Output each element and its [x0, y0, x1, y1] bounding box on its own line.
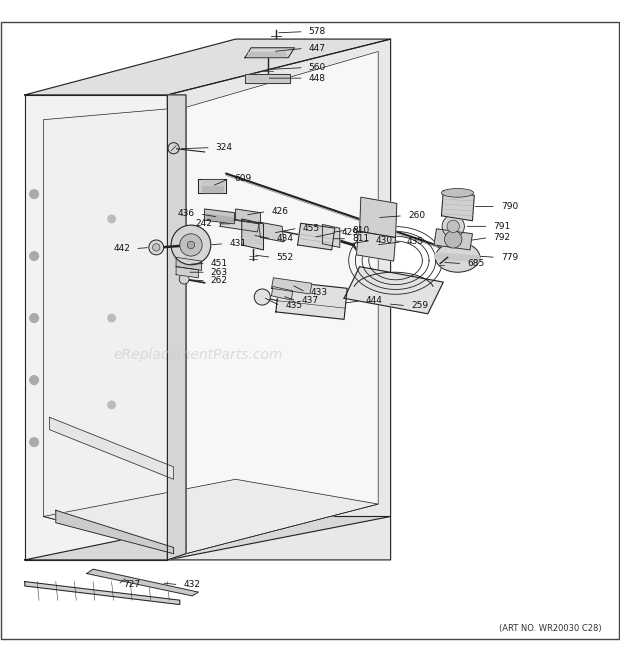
Polygon shape: [344, 266, 443, 314]
Polygon shape: [356, 231, 396, 261]
Polygon shape: [205, 209, 234, 224]
Polygon shape: [87, 569, 198, 596]
Polygon shape: [360, 197, 397, 237]
Text: 560: 560: [309, 63, 326, 72]
Circle shape: [153, 244, 160, 251]
Text: 444: 444: [366, 296, 383, 305]
Text: 451: 451: [211, 259, 228, 268]
Circle shape: [108, 315, 115, 322]
Polygon shape: [434, 229, 472, 250]
Circle shape: [447, 220, 459, 233]
Text: 552: 552: [277, 253, 294, 262]
Text: 432: 432: [184, 580, 200, 589]
Text: 779: 779: [501, 253, 518, 262]
Polygon shape: [50, 417, 174, 479]
Polygon shape: [167, 39, 391, 560]
Polygon shape: [176, 266, 198, 278]
Polygon shape: [167, 95, 186, 560]
Polygon shape: [245, 48, 294, 58]
Polygon shape: [272, 286, 293, 300]
Text: 455: 455: [303, 223, 320, 233]
Polygon shape: [276, 281, 347, 319]
Text: 790: 790: [501, 202, 518, 211]
Polygon shape: [25, 582, 180, 605]
Text: 436: 436: [177, 210, 195, 218]
Text: 242: 242: [195, 219, 212, 228]
Text: 810: 810: [352, 225, 370, 235]
Text: 609: 609: [234, 174, 252, 183]
Text: 435: 435: [407, 237, 424, 247]
Text: 685: 685: [467, 259, 485, 268]
Circle shape: [180, 234, 202, 256]
Text: eReplacementParts.com: eReplacementParts.com: [113, 348, 283, 362]
Polygon shape: [25, 516, 391, 560]
Text: 431: 431: [229, 239, 247, 248]
Circle shape: [108, 401, 115, 408]
Circle shape: [30, 190, 38, 198]
Text: 792: 792: [494, 233, 511, 242]
Polygon shape: [441, 190, 474, 221]
Circle shape: [30, 252, 38, 260]
Polygon shape: [25, 95, 167, 560]
Text: 811: 811: [352, 234, 370, 243]
Ellipse shape: [435, 243, 480, 272]
Polygon shape: [202, 186, 223, 192]
Text: 437: 437: [301, 296, 319, 305]
Text: 260: 260: [408, 212, 425, 220]
Text: 442: 442: [113, 244, 130, 253]
Text: 263: 263: [211, 268, 228, 277]
Polygon shape: [272, 278, 312, 294]
Polygon shape: [198, 178, 226, 193]
Polygon shape: [56, 510, 174, 554]
Polygon shape: [43, 479, 378, 554]
Text: 434: 434: [277, 234, 293, 243]
Polygon shape: [206, 214, 232, 223]
Ellipse shape: [441, 188, 474, 197]
Circle shape: [30, 438, 38, 446]
Text: 324: 324: [216, 143, 232, 152]
Polygon shape: [186, 52, 378, 554]
Polygon shape: [220, 218, 259, 232]
Polygon shape: [25, 39, 391, 95]
Text: 727: 727: [123, 580, 140, 589]
Text: 433: 433: [311, 288, 328, 297]
Circle shape: [149, 240, 164, 255]
Polygon shape: [435, 253, 480, 262]
Text: 429: 429: [342, 228, 358, 237]
Circle shape: [30, 375, 38, 385]
Text: 791: 791: [494, 222, 511, 231]
Text: 430: 430: [376, 236, 393, 245]
Polygon shape: [298, 223, 335, 250]
Polygon shape: [202, 180, 223, 186]
Text: 578: 578: [309, 27, 326, 36]
Polygon shape: [322, 225, 340, 247]
Circle shape: [187, 241, 195, 249]
Text: 426: 426: [272, 207, 288, 216]
Polygon shape: [236, 209, 260, 223]
Text: 262: 262: [211, 276, 228, 286]
Text: 448: 448: [309, 73, 326, 83]
Circle shape: [108, 215, 115, 223]
Polygon shape: [242, 219, 264, 250]
Polygon shape: [176, 257, 202, 270]
Circle shape: [179, 274, 189, 284]
Circle shape: [171, 225, 211, 265]
Text: 259: 259: [411, 301, 428, 310]
Text: 447: 447: [309, 44, 326, 53]
Text: (ART NO. WR20030 C28): (ART NO. WR20030 C28): [498, 624, 601, 633]
Polygon shape: [248, 52, 285, 56]
Polygon shape: [43, 107, 186, 554]
Circle shape: [445, 231, 462, 248]
Polygon shape: [245, 75, 290, 83]
Circle shape: [442, 215, 464, 237]
Polygon shape: [259, 222, 284, 242]
Circle shape: [254, 289, 270, 305]
Circle shape: [30, 314, 38, 323]
Text: 435: 435: [285, 301, 303, 310]
